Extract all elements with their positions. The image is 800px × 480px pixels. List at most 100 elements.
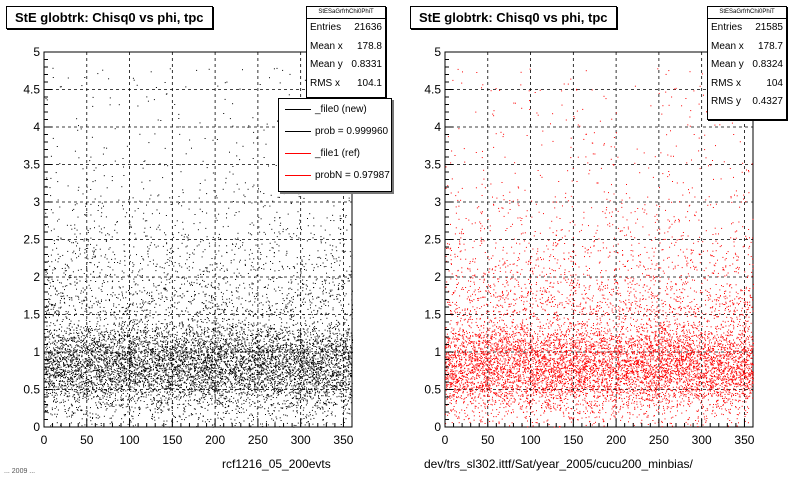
data-point <box>85 305 87 307</box>
data-point <box>302 354 304 356</box>
data-point <box>122 390 124 392</box>
data-point <box>50 295 52 297</box>
data-point <box>223 350 225 352</box>
data-point <box>148 365 150 367</box>
data-point <box>144 327 146 329</box>
data-point <box>61 376 63 377</box>
data-point <box>199 348 201 350</box>
data-point <box>224 308 225 310</box>
data-point <box>202 347 204 348</box>
data-point <box>323 344 325 346</box>
data-point <box>214 388 216 390</box>
data-point <box>130 365 132 367</box>
data-point <box>207 409 209 411</box>
data-point <box>49 358 51 360</box>
data-point <box>94 256 96 258</box>
data-point <box>193 377 195 379</box>
data-point <box>219 353 221 355</box>
data-point <box>87 364 89 366</box>
data-point <box>270 342 272 343</box>
data-point <box>322 370 324 372</box>
data-point <box>159 212 160 214</box>
data-point <box>155 366 156 368</box>
data-point <box>220 368 222 370</box>
data-point <box>197 326 199 328</box>
data-point <box>248 125 250 127</box>
data-point <box>162 351 164 353</box>
data-point <box>59 374 61 376</box>
data-point <box>278 331 280 333</box>
data-point <box>108 404 110 406</box>
data-point <box>278 362 280 364</box>
data-point <box>337 381 339 383</box>
data-point <box>279 261 281 263</box>
data-point <box>267 424 269 426</box>
data-point <box>326 317 328 319</box>
data-point <box>54 376 56 378</box>
data-point <box>259 322 261 324</box>
data-point <box>78 345 80 347</box>
data-point <box>300 305 302 307</box>
data-point <box>247 388 249 389</box>
data-point <box>327 360 329 362</box>
data-point <box>213 349 215 351</box>
data-point <box>145 332 147 334</box>
data-point <box>179 359 181 361</box>
data-point <box>113 406 115 407</box>
data-point <box>276 334 278 336</box>
data-point <box>308 354 310 356</box>
data-point <box>242 379 244 381</box>
data-point <box>117 354 119 356</box>
data-point <box>263 398 265 400</box>
data-point <box>247 385 249 387</box>
data-point <box>186 334 188 336</box>
data-point <box>114 311 116 313</box>
data-point <box>179 126 181 128</box>
data-point <box>316 372 318 374</box>
data-point <box>121 391 123 392</box>
data-point <box>250 369 252 371</box>
data-point <box>135 237 137 239</box>
data-point <box>301 366 302 368</box>
data-point <box>69 275 71 276</box>
data-point <box>218 305 220 307</box>
data-point <box>125 379 127 381</box>
data-point <box>349 223 351 225</box>
data-point <box>323 424 325 426</box>
data-point <box>279 338 280 340</box>
data-point <box>292 296 294 298</box>
data-point <box>189 139 191 141</box>
data-point <box>214 312 215 314</box>
data-point <box>202 375 204 377</box>
data-point <box>328 348 330 350</box>
data-point <box>50 354 52 356</box>
data-point <box>84 353 86 355</box>
data-point <box>210 307 212 309</box>
data-point <box>54 287 56 289</box>
data-point <box>89 380 91 382</box>
data-point <box>169 387 171 389</box>
data-point <box>251 380 253 382</box>
data-point <box>122 364 124 365</box>
data-point <box>211 397 213 399</box>
data-point <box>73 323 75 325</box>
data-point <box>81 85 83 87</box>
data-point <box>127 363 129 364</box>
data-point <box>69 330 71 331</box>
data-point <box>97 406 98 408</box>
data-point <box>149 315 151 317</box>
data-point <box>229 342 231 344</box>
data-point <box>211 359 213 361</box>
data-point <box>320 389 322 391</box>
data-point <box>77 364 79 366</box>
data-point <box>202 362 204 364</box>
data-point <box>134 378 136 380</box>
data-point <box>159 345 161 347</box>
data-point <box>308 348 309 350</box>
data-point <box>149 384 151 386</box>
data-point <box>297 359 299 361</box>
data-point <box>55 259 56 261</box>
data-point <box>323 338 325 340</box>
data-point <box>326 369 328 370</box>
data-point <box>164 319 166 321</box>
